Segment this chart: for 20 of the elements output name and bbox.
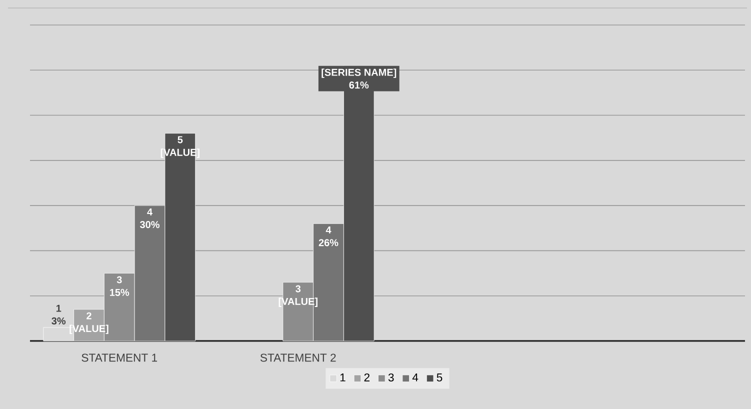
legend-label: 2 [364,373,370,382]
text: 4 [147,208,152,216]
legend-label: 5 [436,374,442,382]
data-label: 61% [349,81,369,89]
text: 2 [86,312,92,320]
text: 3 [116,276,122,284]
data-label: 3% [52,317,66,325]
x-tick-label: STATEMENT 2 [260,354,336,362]
legend-label: 1 [340,374,346,382]
data-label: 30% [140,221,160,228]
text: 3 [296,285,301,292]
legend-label: 4 [412,374,418,382]
text: 4 [326,226,332,234]
text: 1 [56,304,62,312]
x-tick-label: STATEMENT 1 [82,354,158,362]
text: 5 [178,136,183,144]
legend-label: 3 [388,373,394,382]
annotation: [SERIES NAME] [322,68,396,78]
data-label: 15% [110,288,130,296]
data-label: 26% [318,239,338,246]
